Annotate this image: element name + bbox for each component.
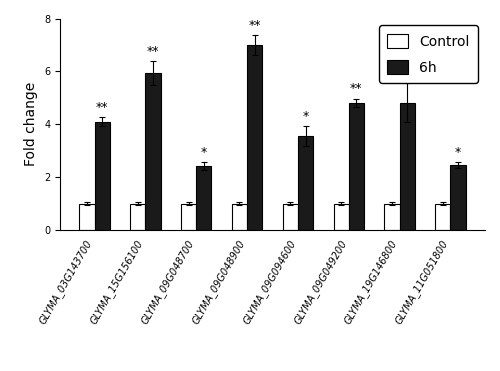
Bar [232,204,247,230]
Y-axis label: Fold change: Fold change [24,82,38,167]
Text: **: ** [350,82,362,95]
Bar [435,204,450,230]
Bar [298,136,313,230]
Bar [334,204,349,230]
Bar [282,204,298,230]
Bar [247,45,262,230]
Legend: Control, 6h: Control, 6h [379,26,478,83]
Bar [146,73,160,230]
Bar [349,103,364,230]
Bar [94,122,110,230]
Text: **: ** [96,101,108,114]
Bar [130,204,146,230]
Text: *: * [455,146,461,159]
Text: *: * [404,67,410,80]
Bar [450,165,466,230]
Bar [400,103,415,230]
Bar [384,204,400,230]
Text: *: * [302,110,308,123]
Text: **: ** [248,19,261,32]
Bar [196,166,212,230]
Text: *: * [200,146,207,159]
Bar [181,204,196,230]
Bar [80,204,94,230]
Text: **: ** [147,45,160,58]
